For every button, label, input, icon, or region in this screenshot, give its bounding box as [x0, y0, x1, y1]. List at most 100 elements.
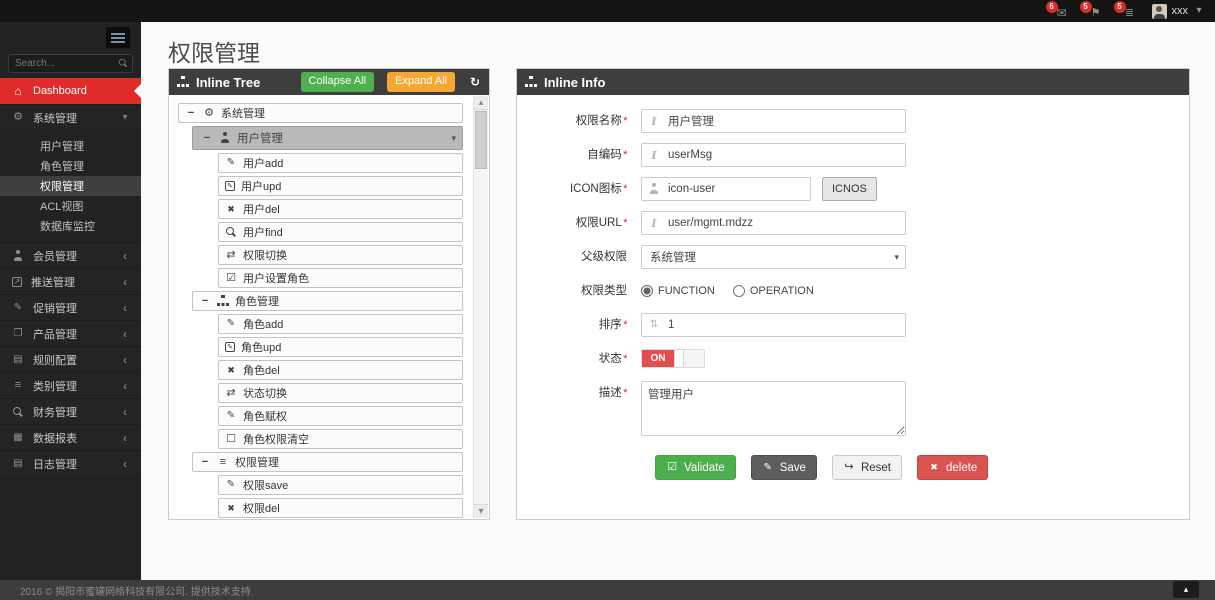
icnos-button[interactable]: ICNOS — [822, 177, 877, 201]
book-icon — [12, 328, 24, 340]
tree-node-label: 系统管理 — [221, 108, 265, 120]
chevron-up-icon — [1180, 584, 1192, 596]
permission-code-input[interactable] — [641, 143, 906, 167]
chart-icon — [12, 432, 24, 444]
tree-node-row[interactable]: 用户upd — [218, 176, 463, 196]
tree-node-row[interactable]: 权限save — [218, 475, 463, 495]
tree-node-label: 角色del — [243, 365, 280, 377]
check-square-icon — [666, 462, 678, 474]
tree-node-row[interactable]: 角色赋权 — [218, 406, 463, 426]
form-action-button[interactable]: Reset — [831, 455, 902, 480]
tree-node-row[interactable]: 用户设置角色 — [218, 268, 463, 288]
field-label: 权限URL — [575, 217, 622, 229]
form-action-button[interactable]: Validate — [655, 455, 736, 480]
sort-input[interactable] — [641, 313, 906, 337]
sidebar-submenu-item[interactable]: ACL视图 — [0, 196, 141, 216]
sidebar-item[interactable]: 财务管理 — [0, 398, 141, 424]
sidebar-submenu-item[interactable]: 用户管理 — [0, 136, 141, 156]
button-label: Reset — [860, 461, 891, 474]
form-buttons: Validate Save Reset delete — [655, 455, 1189, 480]
x-icon — [225, 203, 237, 215]
sidebar-toggle-button[interactable] — [106, 27, 130, 48]
collapse-toggle-icon[interactable] — [199, 456, 211, 468]
submenu-item-label: 角色管理 — [40, 161, 84, 173]
tree-node-row[interactable]: 用户add — [218, 153, 463, 173]
radio-input[interactable] — [641, 285, 653, 297]
chevron-left-icon — [119, 276, 131, 288]
permission-name-input[interactable] — [641, 109, 906, 133]
user-icon — [12, 249, 24, 262]
tree-node-row[interactable]: 角色upd — [218, 337, 463, 357]
permission-type-option[interactable]: FUNCTION — [641, 285, 715, 297]
sidebar-item[interactable]: 规则配置 — [0, 346, 141, 372]
tree-node-row[interactable]: 角色管理 — [192, 291, 463, 311]
scrollbar-thumb[interactable] — [475, 111, 487, 169]
navbar-badge[interactable]: 5 — [1113, 1, 1136, 19]
parent-permission-select[interactable]: 系统管理 — [641, 245, 906, 269]
tree-node-row[interactable]: 系统管理 — [178, 103, 463, 123]
radio-input[interactable] — [732, 285, 745, 297]
search-input[interactable] — [8, 54, 133, 73]
button-label: delete — [945, 461, 978, 474]
tree-node-label: 用户设置角色 — [243, 273, 309, 285]
tree-node-label: 权限del — [243, 503, 280, 515]
inline-info-panel: Inline Info 权限名称 自编码 ICON图标 — [516, 68, 1190, 520]
inline-tree-panel: Inline Tree Collapse All Expand All 系统管理… — [168, 68, 490, 520]
form-action-button[interactable]: Save — [750, 455, 817, 480]
scrollbar-down-button[interactable] — [474, 504, 488, 518]
description-textarea[interactable]: 管理用户 — [641, 381, 906, 436]
tree-node-row[interactable]: 权限切换 — [218, 245, 463, 265]
tree-node-row[interactable]: 权限管理 — [192, 452, 463, 472]
toggle-knob[interactable] — [674, 349, 684, 368]
sidebar-item[interactable]: 产品管理 — [0, 320, 141, 346]
sidebar-submenu-item[interactable]: 数据库监控 — [0, 216, 141, 236]
sidebar-item-system-group[interactable]: 系统管理 — [0, 104, 141, 130]
tree-node-row[interactable]: 用户find — [218, 222, 463, 242]
chevron-left-icon — [119, 458, 131, 470]
tree-node-row[interactable]: 角色del — [218, 360, 463, 380]
status-toggle[interactable]: ON — [641, 349, 705, 368]
sidebar-item[interactable]: 促销管理 — [0, 294, 141, 320]
collapse-toggle-icon[interactable] — [201, 132, 213, 144]
sidebar-item-label: 日志管理 — [33, 458, 77, 471]
icon-name-input[interactable] — [641, 177, 811, 201]
sidebar-submenu-item[interactable]: 权限管理 — [0, 176, 141, 196]
tree-node-row[interactable]: 权限del — [218, 498, 463, 518]
tree-node-row[interactable]: 状态切换 — [218, 383, 463, 403]
tree-node-row[interactable]: 用户管理 — [192, 126, 463, 150]
navbar-badge[interactable]: 6 — [1045, 1, 1068, 19]
user-menu[interactable]: xxx — [1151, 3, 1206, 19]
permission-type-option[interactable]: OPERATION — [732, 285, 814, 297]
sidebar-item-dashboard[interactable]: Dashboard — [0, 78, 141, 104]
sidebar-item[interactable]: 会员管理 — [0, 242, 141, 268]
tree-node-row[interactable]: 角色权限清空 — [218, 429, 463, 449]
collapse-all-button[interactable]: Collapse All — [300, 72, 375, 92]
scroll-to-top-button[interactable] — [1173, 581, 1199, 598]
toggle-on-label: ON — [642, 350, 674, 367]
expand-all-button[interactable]: Expand All — [387, 72, 455, 92]
refresh-icon[interactable] — [469, 76, 481, 88]
tree-node-row[interactable]: 角色add — [218, 314, 463, 334]
sidebar-submenu-item[interactable]: 角色管理 — [0, 156, 141, 176]
sidebar-menu: Dashboard 系统管理 用户管理 角色管理 权限管理 ACL视图 数据库监… — [0, 78, 141, 476]
button-label: Validate — [684, 461, 725, 474]
scrollbar-up-button[interactable] — [474, 96, 488, 110]
form-row-type: 权限类型 FUNCTION OPERATION — [517, 279, 1189, 303]
sidebar-item[interactable]: 日志管理 — [0, 450, 141, 476]
navbar-badge[interactable]: 5 — [1079, 1, 1102, 19]
sidebar-item[interactable]: 推送管理 — [0, 268, 141, 294]
sidebar-item[interactable]: 数据报表 — [0, 424, 141, 450]
form-action-button[interactable]: delete — [916, 455, 989, 480]
home-icon — [12, 85, 24, 97]
navbar-right: 6 5 5 xxx — [1045, 0, 1206, 22]
collapse-toggle-icon[interactable] — [199, 295, 211, 307]
tree-scrollbar[interactable] — [473, 96, 488, 518]
tree-node-label: 角色upd — [241, 342, 282, 354]
field-label: 权限类型 — [581, 285, 627, 297]
pencil-icon — [762, 462, 774, 474]
tree-node-row[interactable]: 用户del — [218, 199, 463, 219]
permission-type-radios: FUNCTION OPERATION — [641, 279, 906, 303]
permission-url-input[interactable] — [641, 211, 906, 235]
collapse-toggle-icon[interactable] — [185, 107, 197, 119]
sidebar-item[interactable]: 类别管理 — [0, 372, 141, 398]
